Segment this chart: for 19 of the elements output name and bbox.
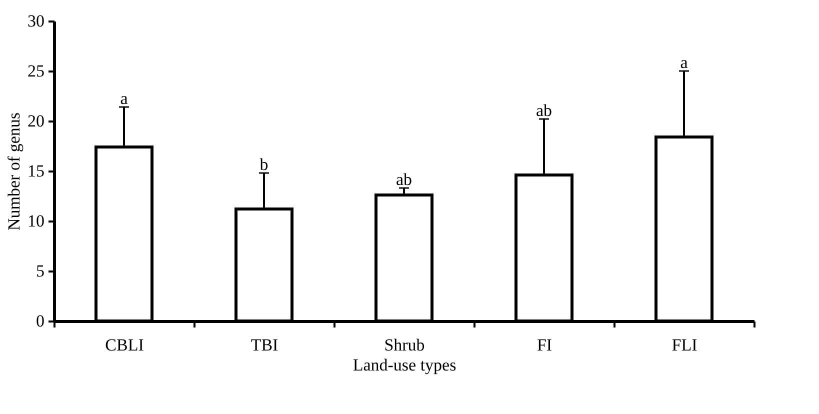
- y-tick-label: 0: [36, 312, 44, 330]
- y-tick-label: 10: [28, 212, 44, 230]
- x-axis-title: Land-use types: [352, 356, 456, 374]
- annotation: ab: [396, 170, 412, 189]
- x-tick-label: FI: [536, 336, 552, 354]
- annotation: b: [260, 155, 268, 174]
- x-tick-label: CBLI: [105, 336, 144, 354]
- x-tick-label: Shrub: [384, 336, 425, 354]
- annotation: a: [120, 89, 128, 108]
- x-tick-label: TBI: [250, 336, 279, 354]
- y-tick-label: 25: [28, 62, 44, 80]
- x-tick-label: FLI: [672, 336, 698, 354]
- annotation: a: [680, 53, 688, 72]
- y-tick-label: 15: [28, 162, 44, 180]
- y-tick-label: 30: [28, 12, 44, 30]
- y-axis-title: Number of genus: [4, 112, 24, 231]
- y-tick-label: 5: [36, 262, 44, 280]
- annotation: ab: [536, 101, 552, 120]
- y-tick-label: 20: [28, 112, 44, 130]
